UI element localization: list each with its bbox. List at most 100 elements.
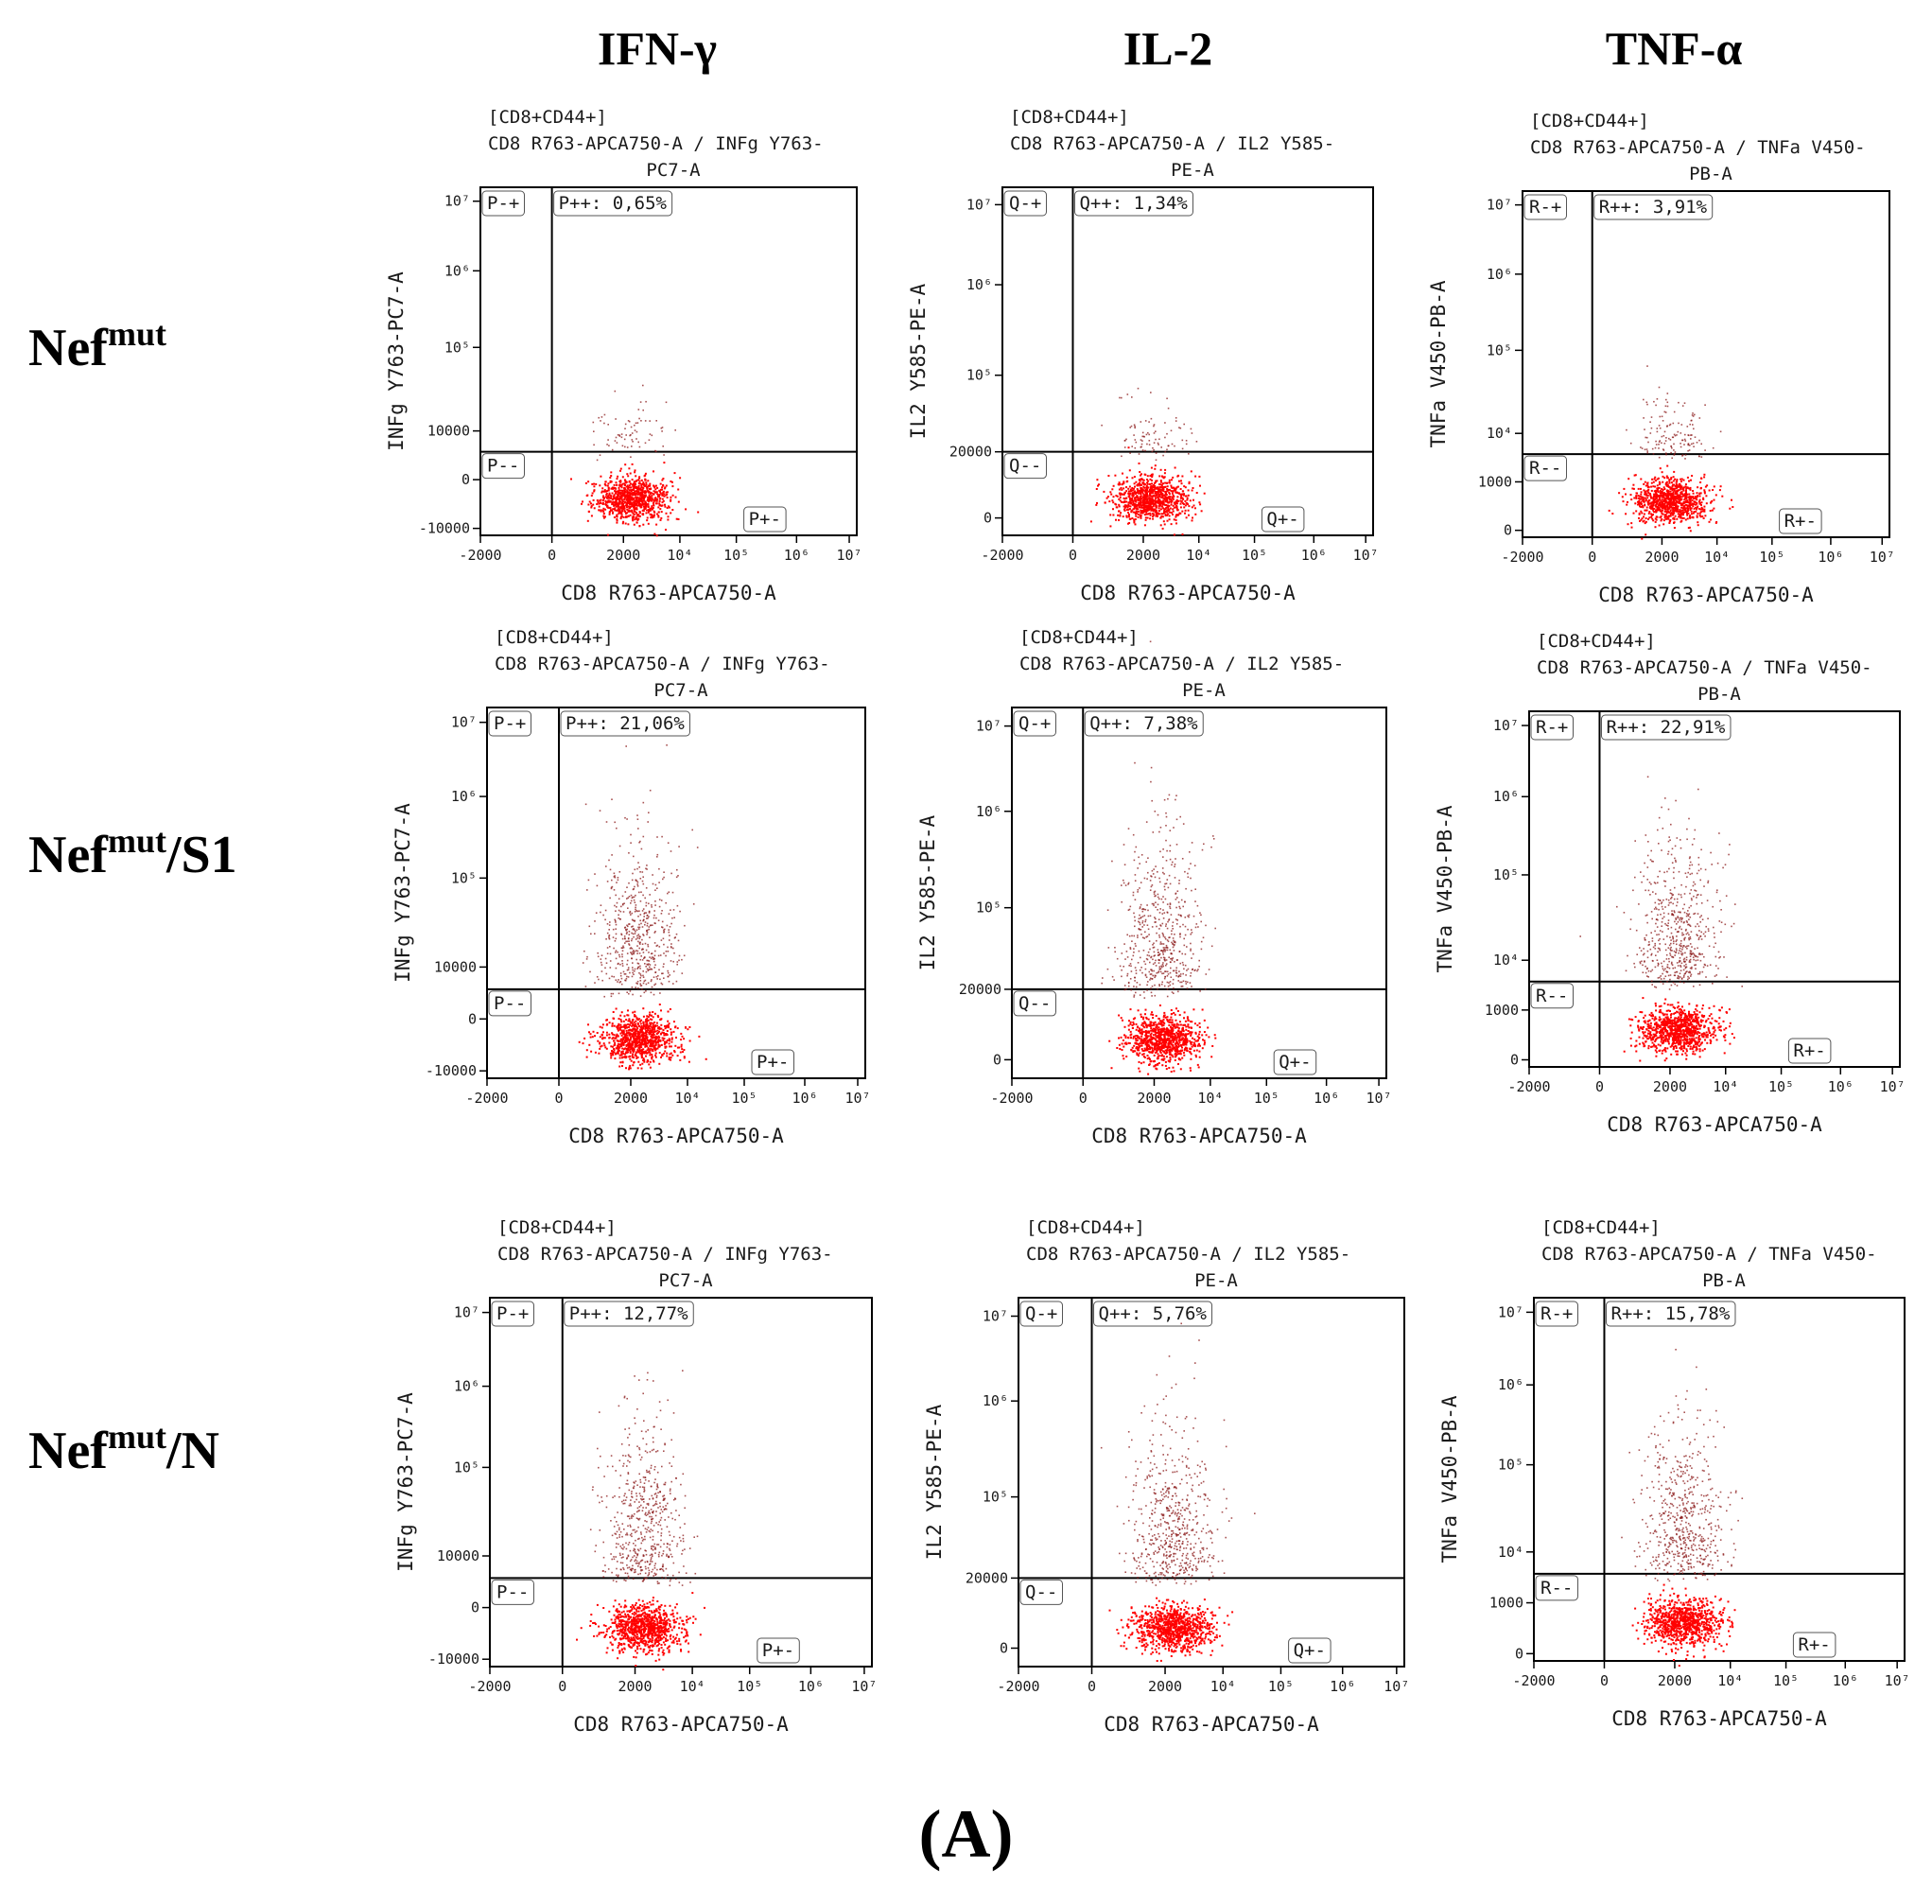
y-tick-label: 10⁵ bbox=[1498, 1457, 1523, 1474]
x-axis-label: CD8 R763-APCA750-A bbox=[1104, 1713, 1319, 1736]
quadrant-label-lower-right: P+- bbox=[749, 509, 781, 530]
quadrant-label-upper-left-box bbox=[1530, 714, 1574, 741]
x-tick-label: -2000 bbox=[981, 547, 1023, 564]
x-tick-label: 10⁵ bbox=[737, 1678, 762, 1695]
plot-frame bbox=[1011, 707, 1387, 1079]
y-axis-label: IL2 Y585-PE-A bbox=[907, 283, 930, 439]
y-tick-label: 10⁴ bbox=[1487, 425, 1512, 442]
plot-title-channel: PC7-A bbox=[658, 1270, 713, 1291]
x-tick-label: 10⁵ bbox=[1254, 1090, 1279, 1107]
y-tick-label: 0 bbox=[1000, 1640, 1008, 1657]
x-tick-label: 10⁷ bbox=[1353, 547, 1379, 564]
y-tick-label: 1000 bbox=[1485, 1002, 1519, 1019]
plot-title-channel: PC7-A bbox=[646, 160, 701, 181]
column-header-il-2: IL-2 bbox=[1123, 22, 1213, 75]
x-axis-label: CD8 R763-APCA750-A bbox=[1598, 584, 1814, 606]
quadrant-label-upper-right: P++: 21,06% bbox=[566, 713, 685, 734]
plot-title-gate: [CD8+CD44+] bbox=[488, 107, 607, 128]
quadrant-label-upper-right: R++: 3,91% bbox=[1599, 197, 1708, 218]
x-tick-label: 2000 bbox=[1658, 1672, 1692, 1689]
y-tick-label: 10⁴ bbox=[1498, 1544, 1523, 1561]
y-tick-label: 1000 bbox=[1478, 473, 1512, 490]
plot-title-axes: CD8 R763-APCA750-A / INFg Y763- bbox=[488, 133, 824, 154]
quadrant-label-upper-right-box bbox=[1600, 714, 1732, 741]
quadrant-label-lower-right: Q+- bbox=[1279, 1052, 1311, 1073]
quadrant-label-lower-left: R-- bbox=[1540, 1578, 1573, 1598]
quadrant-label-upper-right-box bbox=[553, 190, 673, 217]
quadrant-label-upper-right: Q++: 5,76% bbox=[1099, 1303, 1208, 1324]
y-tick-label: 10⁷ bbox=[983, 1308, 1008, 1325]
plot-title-gate: [CD8+CD44+] bbox=[497, 1217, 617, 1238]
x-tick-label: 10⁵ bbox=[1268, 1678, 1294, 1695]
x-tick-label: 2000 bbox=[1126, 547, 1160, 564]
quadrant-label-lower-right: R+- bbox=[1784, 511, 1817, 532]
quadrant-label-lower-right-box bbox=[1779, 508, 1822, 534]
quadrant-label-upper-left: P-+ bbox=[494, 713, 526, 734]
x-tick-label: 10⁴ bbox=[1713, 1078, 1738, 1095]
y-tick-label: 10⁶ bbox=[1498, 1376, 1523, 1393]
y-axis-label: INFg Y763-PC7-A bbox=[385, 271, 408, 451]
y-tick-label: 10000 bbox=[427, 423, 470, 440]
x-tick-label: -2000 bbox=[459, 547, 501, 564]
quadrant-label-upper-left-box bbox=[1535, 1301, 1578, 1327]
x-tick-label: 10⁴ bbox=[1186, 547, 1211, 564]
quadrant-label-lower-right-box bbox=[751, 1049, 794, 1075]
y-tick-label: 10⁷ bbox=[454, 1304, 479, 1321]
y-tick-label: 0 bbox=[993, 1051, 1001, 1068]
quadrant-label-lower-right: P+- bbox=[762, 1640, 794, 1661]
y-tick-label: 10⁶ bbox=[454, 1378, 479, 1395]
y-tick-label: 10⁵ bbox=[966, 367, 992, 384]
y-tick-label: 10⁵ bbox=[976, 900, 1001, 917]
x-tick-label: 10⁷ bbox=[1880, 1078, 1906, 1095]
quadrant-label-upper-left: Q-+ bbox=[1018, 713, 1051, 734]
y-tick-label: 10⁶ bbox=[976, 803, 1001, 820]
x-tick-label: 2000 bbox=[1653, 1078, 1687, 1095]
quadrant-label-upper-right: Q++: 7,38% bbox=[1089, 713, 1198, 734]
quadrant-label-upper-left: Q-+ bbox=[1025, 1303, 1057, 1324]
y-tick-label: 1000 bbox=[1489, 1595, 1523, 1612]
quadrant-label-lower-right-box bbox=[1273, 1049, 1317, 1075]
quadrant-label-upper-right-box bbox=[1073, 190, 1193, 217]
y-axis-label: INFg Y763-PC7-A bbox=[394, 1392, 417, 1572]
y-tick-label: 0 bbox=[983, 510, 992, 527]
x-tick-label: 2000 bbox=[1137, 1090, 1171, 1107]
x-tick-label: 10⁴ bbox=[1197, 1090, 1223, 1107]
plot-title-axes: CD8 R763-APCA750-A / INFg Y763- bbox=[497, 1244, 833, 1265]
event-dots bbox=[1608, 365, 1734, 540]
event-dots bbox=[1579, 776, 1743, 1062]
plot-title-channel: PC7-A bbox=[653, 680, 708, 701]
x-tick-label: 0 bbox=[1600, 1672, 1609, 1689]
plot-frame bbox=[1528, 710, 1901, 1068]
row-label-nefmut: Nefmut bbox=[28, 315, 166, 377]
y-tick-label: 20000 bbox=[966, 1569, 1008, 1586]
quadrant-label-upper-right-box bbox=[1084, 710, 1204, 737]
plot-title-gate: [CD8+CD44+] bbox=[1026, 1217, 1145, 1238]
column-header-tnf-alpha: TNF-α bbox=[1605, 22, 1743, 75]
y-tick-label: 10⁵ bbox=[1487, 341, 1512, 358]
x-tick-label: 0 bbox=[558, 1678, 566, 1695]
x-tick-label: 2000 bbox=[618, 1678, 652, 1695]
quadrant-label-lower-right: Q+- bbox=[1294, 1640, 1326, 1661]
event-dots bbox=[1621, 1349, 1744, 1668]
plot-title-axes: CD8 R763-APCA750-A / TNFa V450- bbox=[1530, 137, 1866, 158]
x-axis-label: CD8 R763-APCA750-A bbox=[1607, 1113, 1822, 1136]
plot-title-channel: PB-A bbox=[1689, 164, 1732, 184]
plot-frame bbox=[486, 707, 866, 1079]
quadrant-label-lower-left: R-- bbox=[1529, 458, 1561, 479]
quadrant-label-upper-right-box bbox=[1093, 1301, 1213, 1327]
y-tick-label: 0 bbox=[1504, 522, 1512, 539]
y-tick-label: 20000 bbox=[949, 444, 992, 461]
quadrant-label-upper-right-box bbox=[560, 710, 690, 737]
quadrant-label-lower-right-box bbox=[1261, 506, 1305, 533]
x-tick-label: 10⁷ bbox=[1885, 1672, 1910, 1689]
quadrant-label-lower-right: R+- bbox=[1798, 1634, 1830, 1655]
y-tick-label: 10⁷ bbox=[976, 718, 1001, 735]
plot-title-channel: PE-A bbox=[1171, 160, 1214, 181]
event-dots bbox=[576, 1370, 705, 1671]
x-tick-label: 10⁶ bbox=[1833, 1672, 1858, 1689]
